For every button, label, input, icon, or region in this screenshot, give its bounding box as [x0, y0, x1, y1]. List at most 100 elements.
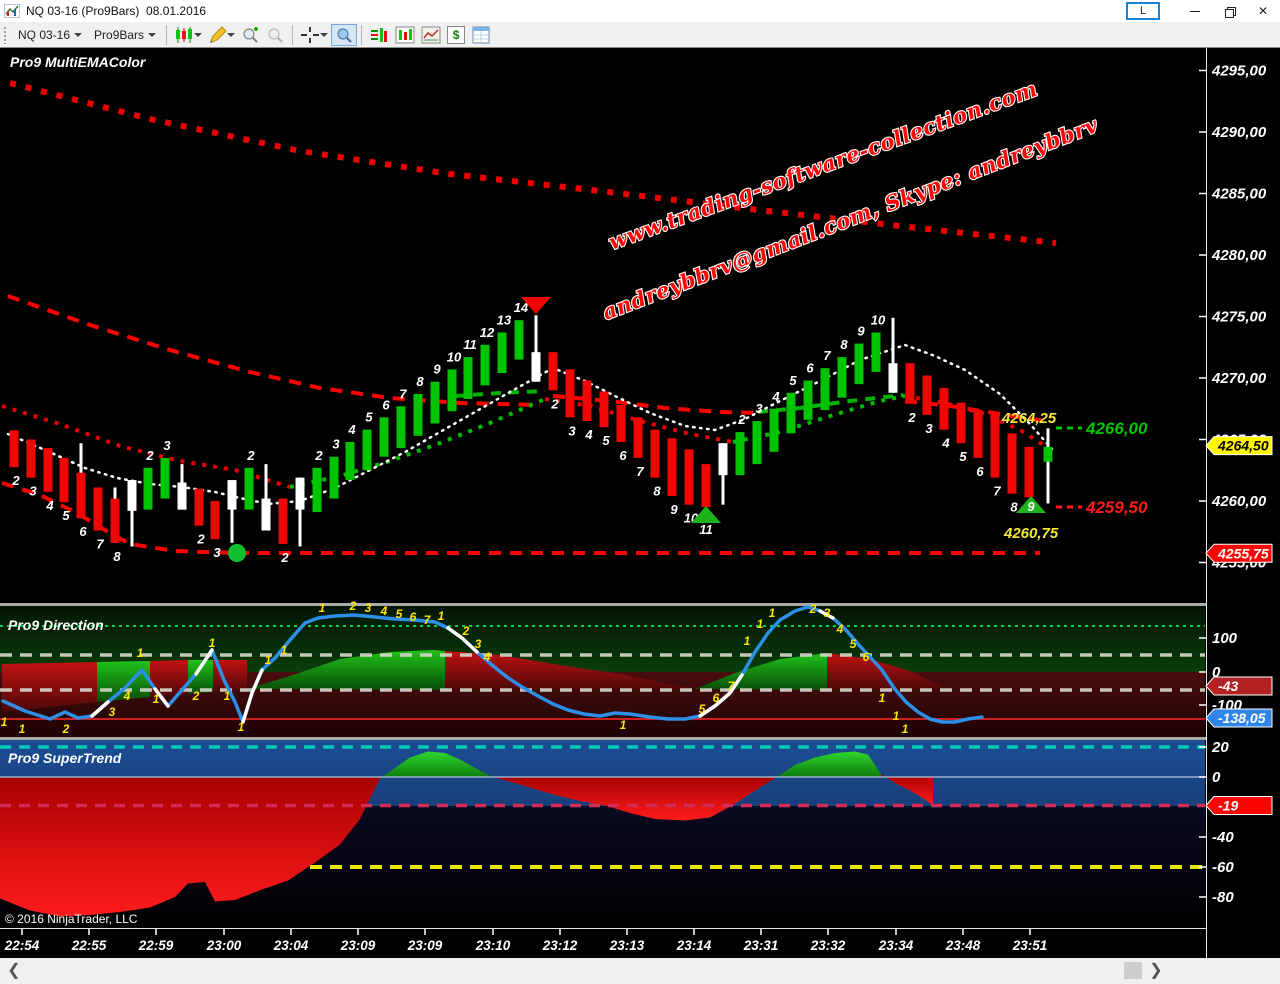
price-bar-g — [854, 343, 864, 385]
sell-signal-triangle — [521, 297, 551, 314]
chart-bars-icon — [395, 26, 415, 43]
direction-fill-red — [827, 653, 947, 690]
price-bar-g — [820, 368, 830, 410]
bar-count-label: 12 — [480, 325, 495, 340]
time-tick-label: 23:13 — [609, 938, 645, 953]
axis-tick-label: -40 — [1212, 829, 1234, 846]
supertrend-area-red — [881, 774, 933, 806]
scrollbar-thumb[interactable] — [1124, 962, 1142, 979]
direction-count-label: 1 — [224, 689, 231, 703]
direction-fill-red — [2, 662, 97, 712]
direction-count-label: 2 — [349, 599, 357, 613]
bar-count-label: 10 — [871, 312, 886, 327]
bar-count-label: 2 — [737, 412, 746, 427]
bar-count-label: 8 — [653, 484, 661, 499]
direction-panel-title: Pro9 Direction — [8, 617, 104, 633]
ema-mid-dotted-red — [1, 404, 291, 489]
link-button[interactable]: L — [1126, 2, 1160, 20]
price-bar-r — [1007, 433, 1017, 494]
data-grid-button[interactable] — [468, 24, 494, 46]
bar-count-label: 7 — [96, 537, 104, 552]
time-axis-strip — [0, 929, 1280, 958]
scroll-right-button[interactable]: ❯ — [1146, 960, 1166, 982]
buy-signal-triangle — [1016, 496, 1046, 513]
drawing-tools-button[interactable] — [205, 24, 238, 46]
main-panel-title: Pro9 MultiEMAColor — [10, 54, 147, 70]
price-bar-r — [956, 402, 966, 444]
indicators-button[interactable] — [366, 24, 392, 46]
price-bar-r — [565, 369, 575, 418]
trend-flip-dot — [228, 544, 246, 562]
time-tick-label: 23:00 — [206, 938, 242, 953]
direction-count-label: 1 — [879, 691, 886, 705]
axis-price-badge — [1205, 436, 1273, 456]
bar-count-label: 5 — [602, 433, 610, 448]
minimize-button[interactable] — [1178, 0, 1212, 22]
bar-count-label: 13 — [497, 312, 512, 327]
direction-count-label: 4 — [123, 689, 131, 703]
direction-count-label: 5 — [850, 637, 857, 651]
price-bar-g — [160, 457, 170, 499]
period-label: Pro9Bars — [94, 27, 145, 42]
axis-badge-label: 4255,75 — [1217, 545, 1269, 561]
chart-style-button[interactable] — [392, 24, 418, 46]
time-tick-label: 23:32 — [810, 938, 846, 953]
float-price-label: 4260,75 — [1003, 525, 1059, 542]
scroll-left-button[interactable]: ❮ — [4, 960, 24, 982]
bar-count-label: 11 — [463, 337, 477, 352]
direction-count-label: 7 — [424, 613, 432, 627]
chart-canvas[interactable]: www.trading-software-collection.comandre… — [0, 48, 1280, 958]
axis-badge-label: 4264,50 — [1217, 438, 1269, 454]
bar-count-label: 6 — [382, 397, 390, 412]
axis-tick-label: -80 — [1212, 889, 1234, 906]
bar-count-label: 10 — [447, 349, 462, 364]
zoom-in-button[interactable] — [238, 24, 263, 46]
toolbar-grip[interactable] — [3, 25, 8, 44]
direction-count-label: 1 — [238, 720, 245, 734]
price-bar-g — [143, 467, 153, 510]
price-bar-w — [295, 477, 305, 510]
direction-count-label: 1 — [319, 601, 326, 615]
strategy-analyzer-button[interactable] — [418, 24, 444, 46]
chevron-down-icon — [74, 32, 83, 37]
bar-style-button[interactable] — [171, 24, 205, 46]
bar-count-label: 7 — [636, 464, 644, 479]
axis-price-badge — [1205, 796, 1273, 815]
price-bar-r — [278, 498, 288, 545]
price-bar-g — [345, 441, 355, 481]
chevron-down-icon — [148, 32, 157, 37]
bar-count-label: 3 — [332, 437, 340, 452]
bar-count-label: 6 — [976, 464, 984, 479]
crosshair-button[interactable] — [297, 24, 331, 46]
bar-count-label: 3 — [213, 545, 221, 560]
data-box-button[interactable] — [331, 23, 358, 46]
toolbar: NQ 03-16 Pro9Bars — [0, 22, 1280, 48]
price-bar-g — [463, 357, 473, 399]
direction-count-label: 3 — [824, 606, 831, 620]
time-tick-label: 23:09 — [340, 938, 376, 953]
direction-count-label: 4 — [836, 622, 844, 636]
bar-count-label: 2 — [280, 550, 289, 565]
bar-count-label: 4 — [941, 436, 950, 451]
ema-mid-dotted-green — [289, 397, 546, 489]
direction-count-label: 1 — [265, 653, 272, 667]
close-button[interactable]: ✕ — [1246, 0, 1280, 22]
instrument-dropdown[interactable]: NQ 03-16 — [12, 26, 88, 44]
axis-price-badge — [1205, 676, 1273, 696]
bar-count-label: 5 — [62, 508, 70, 523]
axis-tick-label: -60 — [1212, 859, 1234, 876]
direction-count-label: 3 — [109, 705, 116, 719]
float-price-label: 4266,00 — [1085, 419, 1148, 438]
restore-button[interactable] — [1212, 0, 1246, 22]
period-dropdown[interactable]: Pro9Bars — [88, 26, 162, 44]
direction-signal-line-white — [446, 626, 479, 654]
price-bar-g — [362, 429, 372, 471]
price-bar-g — [480, 344, 490, 386]
window-title: NQ 03-16 (Pro9Bars) 08.01.2016 — [26, 4, 207, 18]
price-bar-r — [26, 439, 36, 478]
account-data-button[interactable]: $ — [444, 24, 468, 46]
direction-signal-line-white — [818, 609, 835, 620]
zoom-out-button[interactable] — [263, 24, 288, 46]
direction-count-label: 2 — [62, 722, 70, 736]
direction-signal-line — [1, 605, 984, 724]
